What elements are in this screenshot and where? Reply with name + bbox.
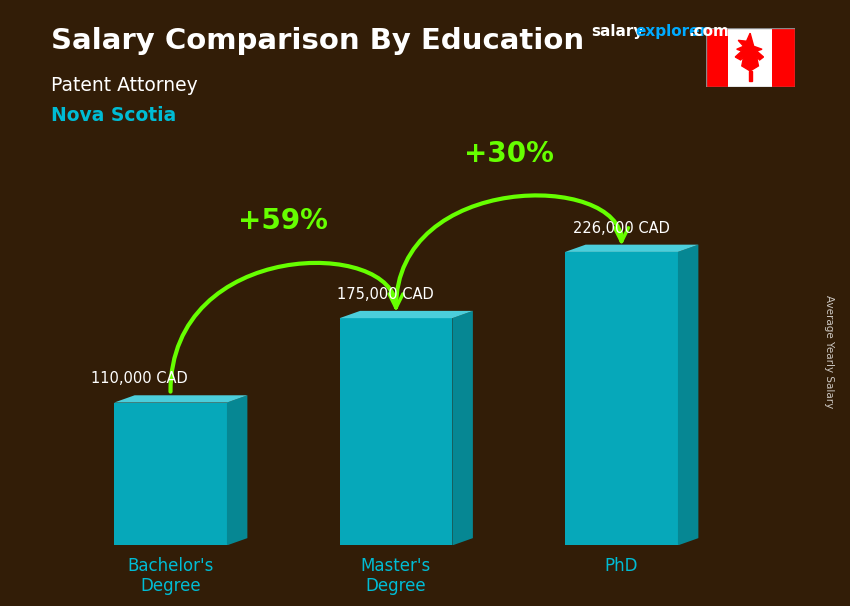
Text: .com: .com	[688, 24, 729, 39]
Polygon shape	[114, 395, 247, 402]
Polygon shape	[565, 245, 699, 252]
Text: Salary Comparison By Education: Salary Comparison By Education	[51, 27, 584, 55]
Polygon shape	[114, 402, 227, 545]
Polygon shape	[735, 33, 763, 71]
Text: +30%: +30%	[464, 141, 553, 168]
Polygon shape	[749, 71, 751, 81]
Text: Patent Attorney: Patent Attorney	[51, 76, 198, 95]
Polygon shape	[452, 311, 473, 545]
Text: Average Yearly Salary: Average Yearly Salary	[824, 295, 834, 408]
Text: explorer: explorer	[636, 24, 708, 39]
Polygon shape	[340, 311, 473, 318]
Text: 110,000 CAD: 110,000 CAD	[91, 371, 188, 386]
Polygon shape	[565, 252, 677, 545]
Bar	[728, 28, 773, 87]
Text: Nova Scotia: Nova Scotia	[51, 106, 176, 125]
Bar	[706, 28, 728, 87]
Text: 226,000 CAD: 226,000 CAD	[573, 221, 670, 236]
Text: salary: salary	[591, 24, 643, 39]
Text: +59%: +59%	[238, 207, 328, 235]
Polygon shape	[340, 318, 452, 545]
Polygon shape	[677, 245, 699, 545]
Bar	[773, 28, 795, 87]
Text: 175,000 CAD: 175,000 CAD	[337, 287, 434, 302]
Polygon shape	[227, 395, 247, 545]
